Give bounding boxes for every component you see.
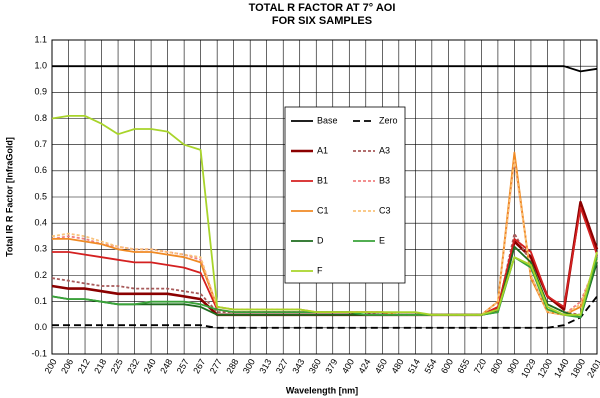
x-tick-label: 248: [158, 357, 174, 375]
y-axis-label: Total IR R Factor [InfraGold]: [4, 137, 14, 257]
x-tick-label: 1029: [519, 357, 538, 379]
x-tick-label: 400: [340, 357, 356, 375]
x-tick-label: 424: [356, 357, 372, 375]
series-line: [51, 245, 598, 319]
x-tick-label: 1200: [536, 357, 555, 379]
plot-frame: [51, 39, 598, 355]
x-axis-label: Wavelength [nm]: [286, 385, 358, 395]
legend-label: Base: [317, 115, 338, 125]
x-tick-label: 514: [406, 357, 422, 375]
y-tick-label: 0.0: [34, 322, 47, 332]
chart-subtitle: FOR SIX SAMPLES: [272, 15, 372, 27]
legend-label: Zero: [379, 115, 398, 125]
x-tick-label: 379: [323, 357, 339, 375]
x-tick-label: 267: [191, 357, 207, 375]
x-tick-label: 1800: [569, 357, 588, 379]
chart-title: TOTAL R FACTOR AT 7° AOI: [249, 2, 396, 14]
legend-label: C1: [317, 205, 329, 215]
y-tick-label: 0.2: [34, 270, 47, 280]
legend-label: A1: [317, 145, 328, 155]
x-tick-label: 1440: [552, 357, 571, 379]
y-tick-label: 0.5: [34, 191, 47, 201]
x-tick-label: 240: [142, 357, 158, 375]
y-tick-label: 0.7: [34, 139, 47, 149]
x-tick-label: 343: [290, 357, 306, 375]
legend-label: D: [317, 235, 324, 245]
x-tick-label: 360: [307, 357, 323, 375]
x-tick-label: 800: [489, 357, 505, 375]
series-line: [52, 295, 598, 329]
x-tick-label: 313: [257, 357, 273, 375]
x-tick-label: 206: [59, 357, 75, 375]
x-tick-label: 480: [389, 357, 405, 375]
y-tick-label: 0.9: [34, 87, 47, 97]
y-tick-label: 0.4: [34, 218, 47, 228]
x-tick-label: 450: [373, 357, 389, 375]
y-tick-label: 0.6: [34, 165, 47, 175]
x-tick-label: 300: [241, 357, 257, 375]
legend-label: B1: [317, 175, 328, 185]
x-tick-label: 720: [472, 357, 488, 375]
x-tick-label: 327: [274, 357, 290, 375]
series-line: [51, 115, 598, 316]
x-tick-label: 257: [175, 357, 191, 375]
x-tick-label: 225: [109, 357, 125, 375]
legend-label: F: [317, 265, 323, 275]
series-line: [51, 156, 598, 316]
x-tick-label: 218: [92, 357, 108, 375]
legend-box: [284, 106, 406, 284]
x-tick-label: 232: [125, 357, 141, 375]
x-tick-label: 200: [43, 357, 59, 375]
x-tick-label: 2401: [585, 357, 600, 379]
y-tick-label: 0.3: [34, 244, 47, 254]
y-tick-label: 1.1: [34, 34, 47, 44]
legend-label: A3: [379, 145, 390, 155]
y-tick-label: 1.0: [34, 61, 47, 71]
x-tick-label: 212: [76, 357, 92, 375]
y-tick-label: -0.1: [31, 348, 47, 358]
legend-label: C3: [379, 205, 391, 215]
legend-label: B3: [379, 175, 390, 185]
series-line: [52, 65, 598, 73]
x-tick-label: 288: [224, 357, 240, 375]
x-tick-label: 900: [505, 357, 521, 375]
y-tick-label: 0.1: [34, 296, 47, 306]
x-tick-label: 277: [208, 357, 224, 375]
y-tick-label: 0.8: [34, 113, 47, 123]
x-tick-label: 600: [439, 357, 455, 375]
x-tick-label: 554: [422, 357, 438, 375]
legend-label: E: [379, 235, 385, 245]
x-tick-label: 655: [455, 357, 471, 375]
